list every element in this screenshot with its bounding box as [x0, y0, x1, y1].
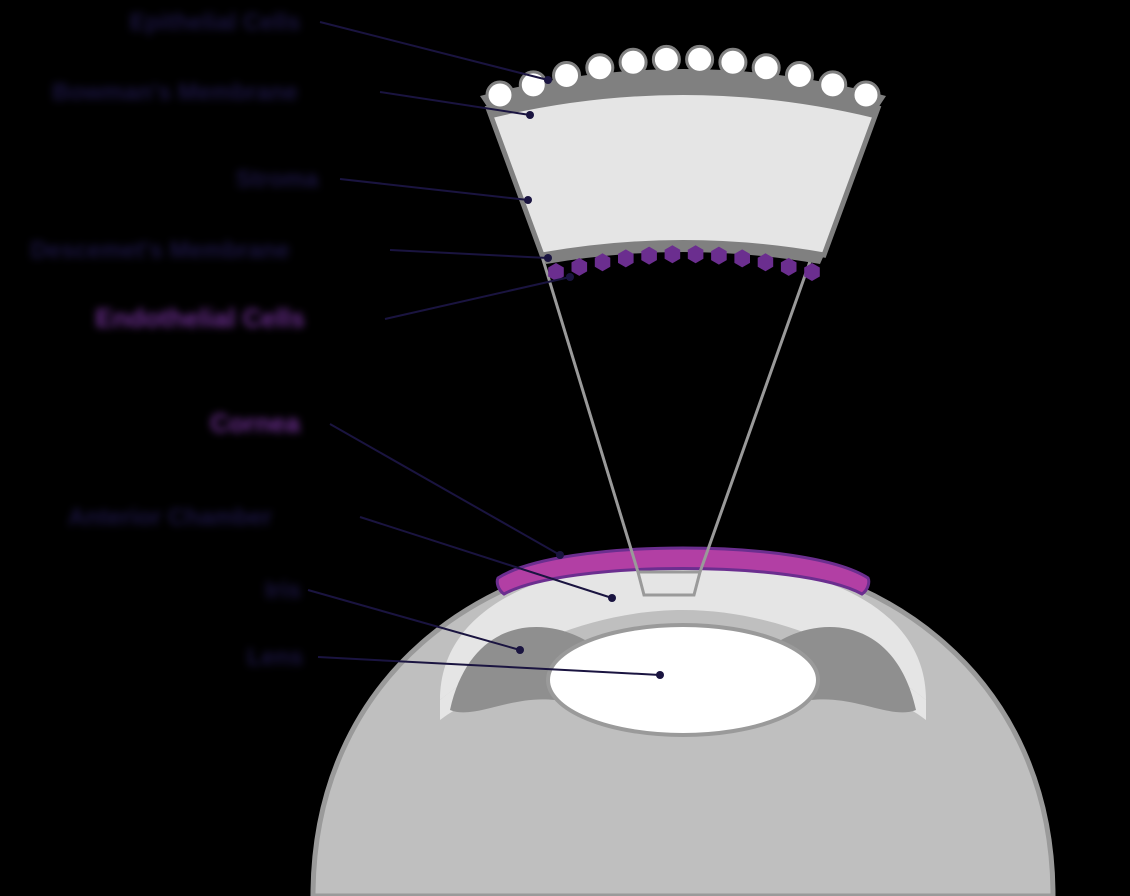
descemets-leader-dot: [544, 254, 552, 262]
cornea-leader-dot: [556, 551, 564, 559]
epithelial-cell: [687, 46, 713, 72]
iris-leader-dot: [516, 646, 524, 654]
endothelial-leader-dot: [566, 273, 574, 281]
epithelial-cell: [620, 49, 646, 75]
iris-label: Iris: [265, 577, 301, 604]
stroma-leader: [340, 179, 528, 200]
epithelial-cell: [554, 63, 580, 89]
bowmans-label: Bowman's Membrane: [52, 79, 298, 106]
lens-leader-dot: [656, 671, 664, 679]
epithelial-cell: [587, 55, 613, 81]
epithelial-cell: [720, 49, 746, 75]
endothelial-cell: [572, 258, 588, 276]
anterior-label: Anterior Chamber: [68, 504, 272, 531]
endothelial-cell: [804, 263, 820, 281]
endothelial-label: Endothelial Cells: [95, 303, 305, 333]
epithelial-cell: [786, 63, 812, 89]
epithelial-leader-dot: [544, 76, 552, 84]
endothelial-cell: [781, 258, 797, 276]
stroma: [488, 84, 878, 255]
lens: [548, 625, 818, 735]
eye-diagram: Epithelial Cells Bowman's Membrane Stroma D…: [0, 0, 1130, 896]
descemets-label: Descemet's Membrane: [30, 237, 289, 264]
stroma-leader-dot: [524, 196, 532, 204]
epithelial-cell: [820, 72, 846, 98]
endothelial-leader: [385, 277, 570, 319]
epithelial-cell: [487, 82, 513, 108]
bowmans-leader-dot: [526, 111, 534, 119]
epithelial-cell: [853, 82, 879, 108]
epithelial-cell: [753, 55, 779, 81]
cornea-layers-panel: [480, 46, 886, 281]
eye: [313, 548, 1053, 896]
descemets-leader: [390, 250, 548, 258]
epithelial-cell: [653, 46, 679, 72]
epithelial-leader: [320, 22, 548, 80]
cornea-leader: [330, 424, 560, 555]
anterior-leader-dot: [608, 594, 616, 602]
lens-label: Lens: [247, 644, 303, 671]
stroma-label: Stroma: [236, 166, 319, 193]
epithelial-label: Epithelial Cells: [130, 9, 301, 36]
cornea-label: Cornea: [210, 408, 300, 438]
